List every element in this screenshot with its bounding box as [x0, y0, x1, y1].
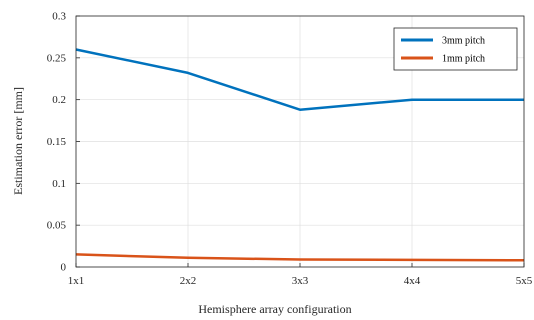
y-tick-label: 0.05: [47, 220, 67, 232]
x-tick-label: 1x1: [68, 275, 85, 287]
series-group: [75, 48, 525, 262]
y-tick-label: 0.2: [52, 94, 66, 106]
series-line-0: [75, 48, 524, 111]
legend-label-1: 1mm pitch: [442, 54, 485, 65]
x-tick-label: 4x4: [404, 275, 421, 287]
y-tick-label: 0: [61, 262, 67, 274]
x-axis-label: Hemisphere array configuration: [198, 302, 351, 316]
y-axis-label: Estimation error [mm]: [11, 87, 25, 195]
x-tick-labels: 1x1 2x2 3x3 4x4 5x5: [68, 275, 533, 287]
y-tick-label: 0.1: [52, 178, 66, 190]
x-tick-label: 2x2: [180, 275, 197, 287]
legend: 3mm pitch 1mm pitch: [393, 27, 518, 71]
y-tick-label: 0.15: [47, 136, 67, 148]
x-tick-label: 3x3: [292, 275, 309, 287]
x-tick-label: 5x5: [516, 275, 533, 287]
series-line-1: [75, 253, 525, 262]
y-tick-label: 0.25: [47, 52, 67, 64]
y-tick-labels: 0 0.05 0.1 0.15 0.2 0.25 0.3: [47, 11, 67, 274]
legend-label-0: 3mm pitch: [442, 36, 485, 47]
y-tick-label: 0.3: [52, 11, 66, 23]
legend-box: [393, 27, 518, 71]
plot-border: [75, 15, 525, 268]
